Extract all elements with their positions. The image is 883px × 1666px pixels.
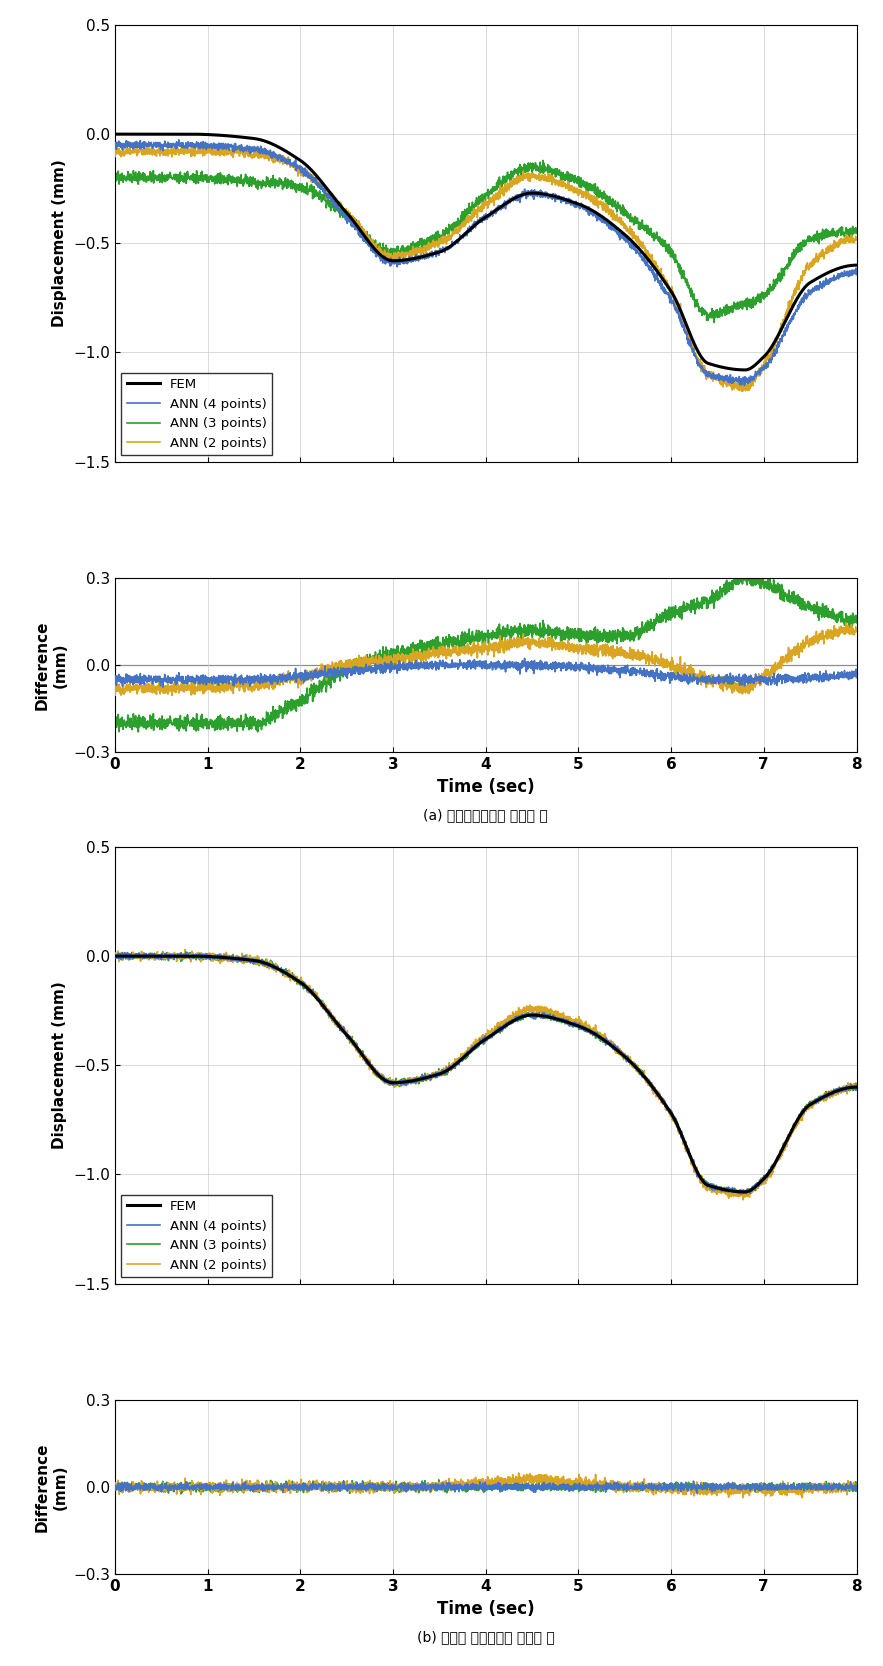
Text: (b) 최적화 위치에서의 변형률 값: (b) 최적화 위치에서의 변형률 값 xyxy=(417,1629,555,1644)
Y-axis label: Displacement (mm): Displacement (mm) xyxy=(52,981,67,1150)
X-axis label: Time (sec): Time (sec) xyxy=(437,1599,534,1618)
Legend: FEM, ANN (4 points), ANN (3 points), ANN (2 points): FEM, ANN (4 points), ANN (3 points), ANN… xyxy=(121,1195,272,1276)
Y-axis label: Difference
(mm): Difference (mm) xyxy=(35,620,67,710)
Y-axis label: Difference
(mm): Difference (mm) xyxy=(35,1443,67,1531)
Text: (a) 임의위치에서의 변형률 값: (a) 임의위치에서의 변형률 값 xyxy=(423,808,548,821)
X-axis label: Time (sec): Time (sec) xyxy=(437,778,534,796)
Legend: FEM, ANN (4 points), ANN (3 points), ANN (2 points): FEM, ANN (4 points), ANN (3 points), ANN… xyxy=(121,373,272,455)
Y-axis label: Displacement (mm): Displacement (mm) xyxy=(52,160,67,327)
